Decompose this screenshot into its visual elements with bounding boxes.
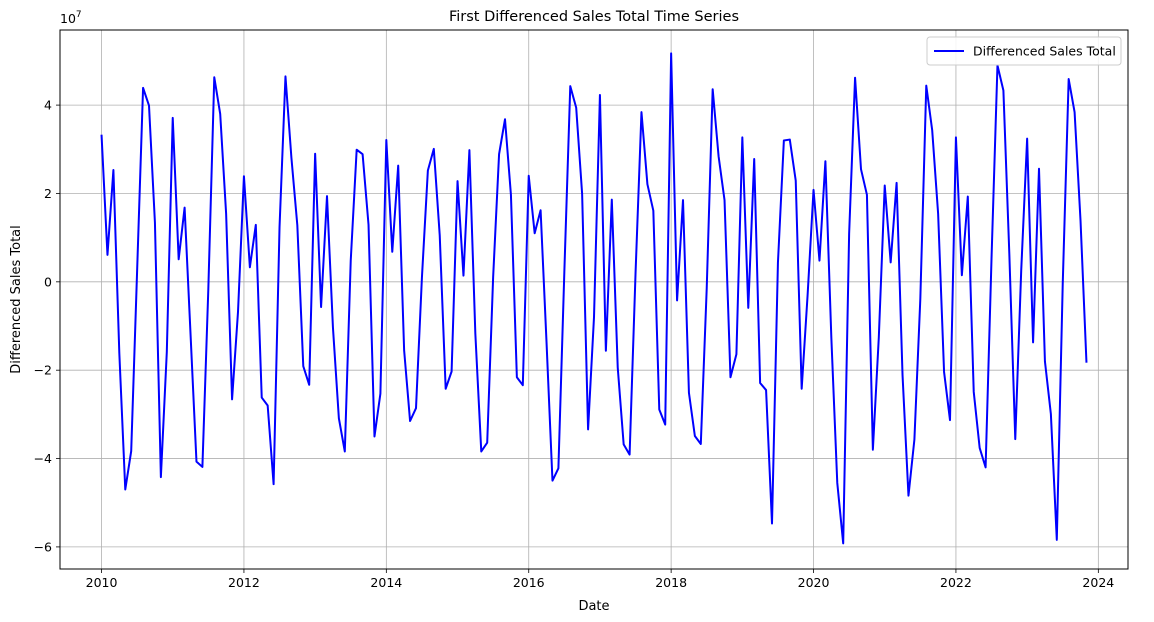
x-axis-label: Date — [578, 599, 609, 614]
y-axis-label: Differenced Sales Total — [9, 225, 24, 374]
y-tick-label: −4 — [34, 451, 52, 466]
y-tick-label: 2 — [44, 186, 52, 201]
series-layer — [100, 52, 1088, 545]
y-tick-label: −2 — [34, 363, 52, 378]
plot-frame — [59, 29, 1129, 570]
y-tick-label: −6 — [34, 539, 52, 554]
legend-label: Differenced Sales Total — [973, 44, 1116, 59]
x-tick-label: 2020 — [798, 575, 830, 590]
x-tick-label: 2012 — [228, 575, 260, 590]
chart-title: First Differenced Sales Total Time Serie… — [449, 9, 739, 25]
x-tick-label: 2022 — [940, 575, 972, 590]
y-axis-multiplier: 107 — [60, 10, 82, 26]
y-tick-label: 0 — [44, 274, 52, 289]
legend-box — [926, 36, 1122, 66]
x-tick-label: 2014 — [370, 575, 402, 590]
x-tick-label: 2018 — [655, 575, 687, 590]
x-tick-label: 2024 — [1082, 575, 1114, 590]
y-tick-label: 4 — [44, 98, 52, 113]
grid — [60, 30, 1128, 569]
x-tick-label: 2016 — [513, 575, 545, 590]
x-tick-label: 2010 — [86, 575, 118, 590]
legend: Differenced Sales Total — [926, 36, 1122, 66]
ticks: 2010 2012 2014 2016 2018 2020 2022 2024 −6 −4 −2 0 2… — [34, 98, 1115, 590]
series-line — [100, 52, 1088, 545]
